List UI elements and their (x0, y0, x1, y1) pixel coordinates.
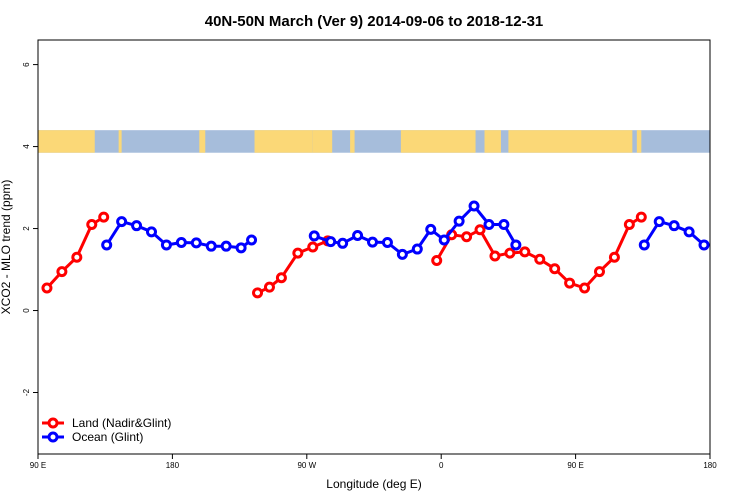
legend-label-land: Land (Nadir&Glint) (72, 416, 171, 430)
data-point-land-1-4 (307, 241, 319, 253)
x-axis-label: Longitude (deg E) (326, 477, 421, 491)
data-point-land-2-3 (474, 224, 486, 236)
y-tick-label-1: 0 (22, 308, 31, 313)
data-point-ocean-0-1 (116, 216, 128, 228)
data-point-ocean-1-9 (438, 234, 450, 246)
data-point-land-2-14 (635, 211, 647, 223)
data-point-land-1-3 (292, 247, 304, 259)
x-tick-label-3: 0 (439, 461, 444, 470)
data-point-ocean-1-12 (483, 218, 495, 230)
data-point-land-2-13 (623, 218, 635, 230)
data-point-ocean-0-4 (160, 239, 172, 251)
data-point-ocean-2-1 (653, 216, 665, 228)
data-point-ocean-2-4 (698, 239, 710, 251)
data-point-ocean-1-4 (367, 236, 379, 248)
data-point-land-0-0 (41, 282, 53, 294)
data-point-land-2-0 (431, 255, 443, 267)
map-land-9 (636, 130, 642, 153)
data-point-ocean-0-6 (190, 237, 202, 249)
data-point-land-2-8 (549, 263, 561, 275)
x-tick-label-5: 180 (703, 461, 717, 470)
data-point-land-2-9 (564, 277, 576, 289)
plot-frame (37, 39, 711, 455)
data-point-land-0-1 (56, 266, 68, 278)
data-point-land-0-2 (71, 251, 83, 263)
legend: Land (Nadir&Glint) Ocean (Glint) (42, 416, 171, 444)
y-axis: -2 0 2 4 6 (22, 62, 38, 396)
legend-marker-ocean (47, 431, 59, 443)
data-point-land-0-3 (86, 218, 98, 230)
data-point-ocean-0-0 (101, 239, 113, 251)
map-land-5 (350, 130, 355, 153)
data-point-ocean-0-3 (145, 226, 157, 238)
data-point-ocean-0-10 (246, 234, 258, 246)
data-point-ocean-2-0 (638, 239, 650, 251)
data-point-land-2-4 (489, 250, 501, 262)
series-line-land-2 (435, 215, 643, 290)
data-point-ocean-1-13 (498, 218, 510, 230)
data-point-ocean-1-3 (352, 230, 364, 242)
map-land-7 (484, 130, 501, 153)
data-point-land-2-2 (461, 231, 473, 243)
data-point-ocean-1-10 (453, 215, 465, 227)
data-point-land-2-7 (534, 253, 546, 265)
data-point-land-1-2 (275, 272, 287, 284)
x-tick-label-0: 90 E (30, 461, 46, 470)
data-point-land-0-4 (98, 211, 110, 223)
data-point-ocean-2-3 (683, 226, 695, 238)
y-axis-label: XCO2 - MLO trend (ppm) (0, 180, 13, 315)
x-tick-label-4: 90 E (567, 461, 583, 470)
data-point-land-2-11 (593, 266, 605, 278)
data-point-ocean-1-7 (411, 243, 423, 255)
map-land-4 (312, 130, 333, 153)
map-land-8 (508, 130, 633, 153)
x-tick-label-2: 90 W (297, 461, 316, 470)
y-tick-label-0: -2 (22, 388, 31, 396)
map-land-1 (118, 130, 122, 153)
data-point-ocean-1-11 (468, 200, 480, 212)
data-point-land-2-10 (579, 282, 591, 294)
legend-marker-land (47, 417, 59, 429)
data-point-ocean-1-8 (425, 223, 437, 235)
data-point-land-1-0 (252, 287, 264, 299)
x-axis: 90 E 180 90 W 0 90 E 180 (30, 454, 717, 470)
y-tick-label-3: 4 (22, 144, 31, 149)
chart-title: 40N-50N March (Ver 9) 2014-09-06 to 2018… (205, 13, 544, 30)
data-point-ocean-0-8 (220, 240, 232, 252)
x-tick-label-1: 180 (166, 461, 180, 470)
data-point-ocean-1-14 (510, 239, 522, 251)
data-point-land-1-1 (263, 281, 275, 293)
data-point-ocean-0-7 (205, 240, 217, 252)
data-point-ocean-0-2 (131, 220, 143, 232)
data-point-ocean-0-5 (175, 236, 187, 248)
plot-area (41, 200, 710, 299)
data-point-ocean-1-5 (381, 236, 393, 248)
map-land-0 (38, 130, 95, 153)
y-tick-label-4: 6 (22, 62, 31, 67)
legend-label-ocean: Ocean (Glint) (72, 430, 143, 444)
data-point-land-2-6 (519, 246, 531, 258)
data-point-land-2-5 (504, 247, 516, 259)
y-tick-label-2: 2 (22, 226, 31, 231)
data-point-ocean-2-2 (668, 220, 680, 232)
data-point-ocean-0-9 (235, 242, 247, 254)
data-point-ocean-1-2 (337, 237, 349, 249)
map-band (38, 130, 710, 153)
map-land-6 (400, 130, 476, 153)
map-land-2 (199, 130, 206, 153)
map-land-3 (254, 130, 313, 153)
data-point-ocean-1-0 (308, 230, 320, 242)
data-point-land-2-12 (608, 251, 620, 263)
data-point-ocean-1-6 (396, 248, 408, 260)
data-point-ocean-1-1 (325, 236, 337, 248)
